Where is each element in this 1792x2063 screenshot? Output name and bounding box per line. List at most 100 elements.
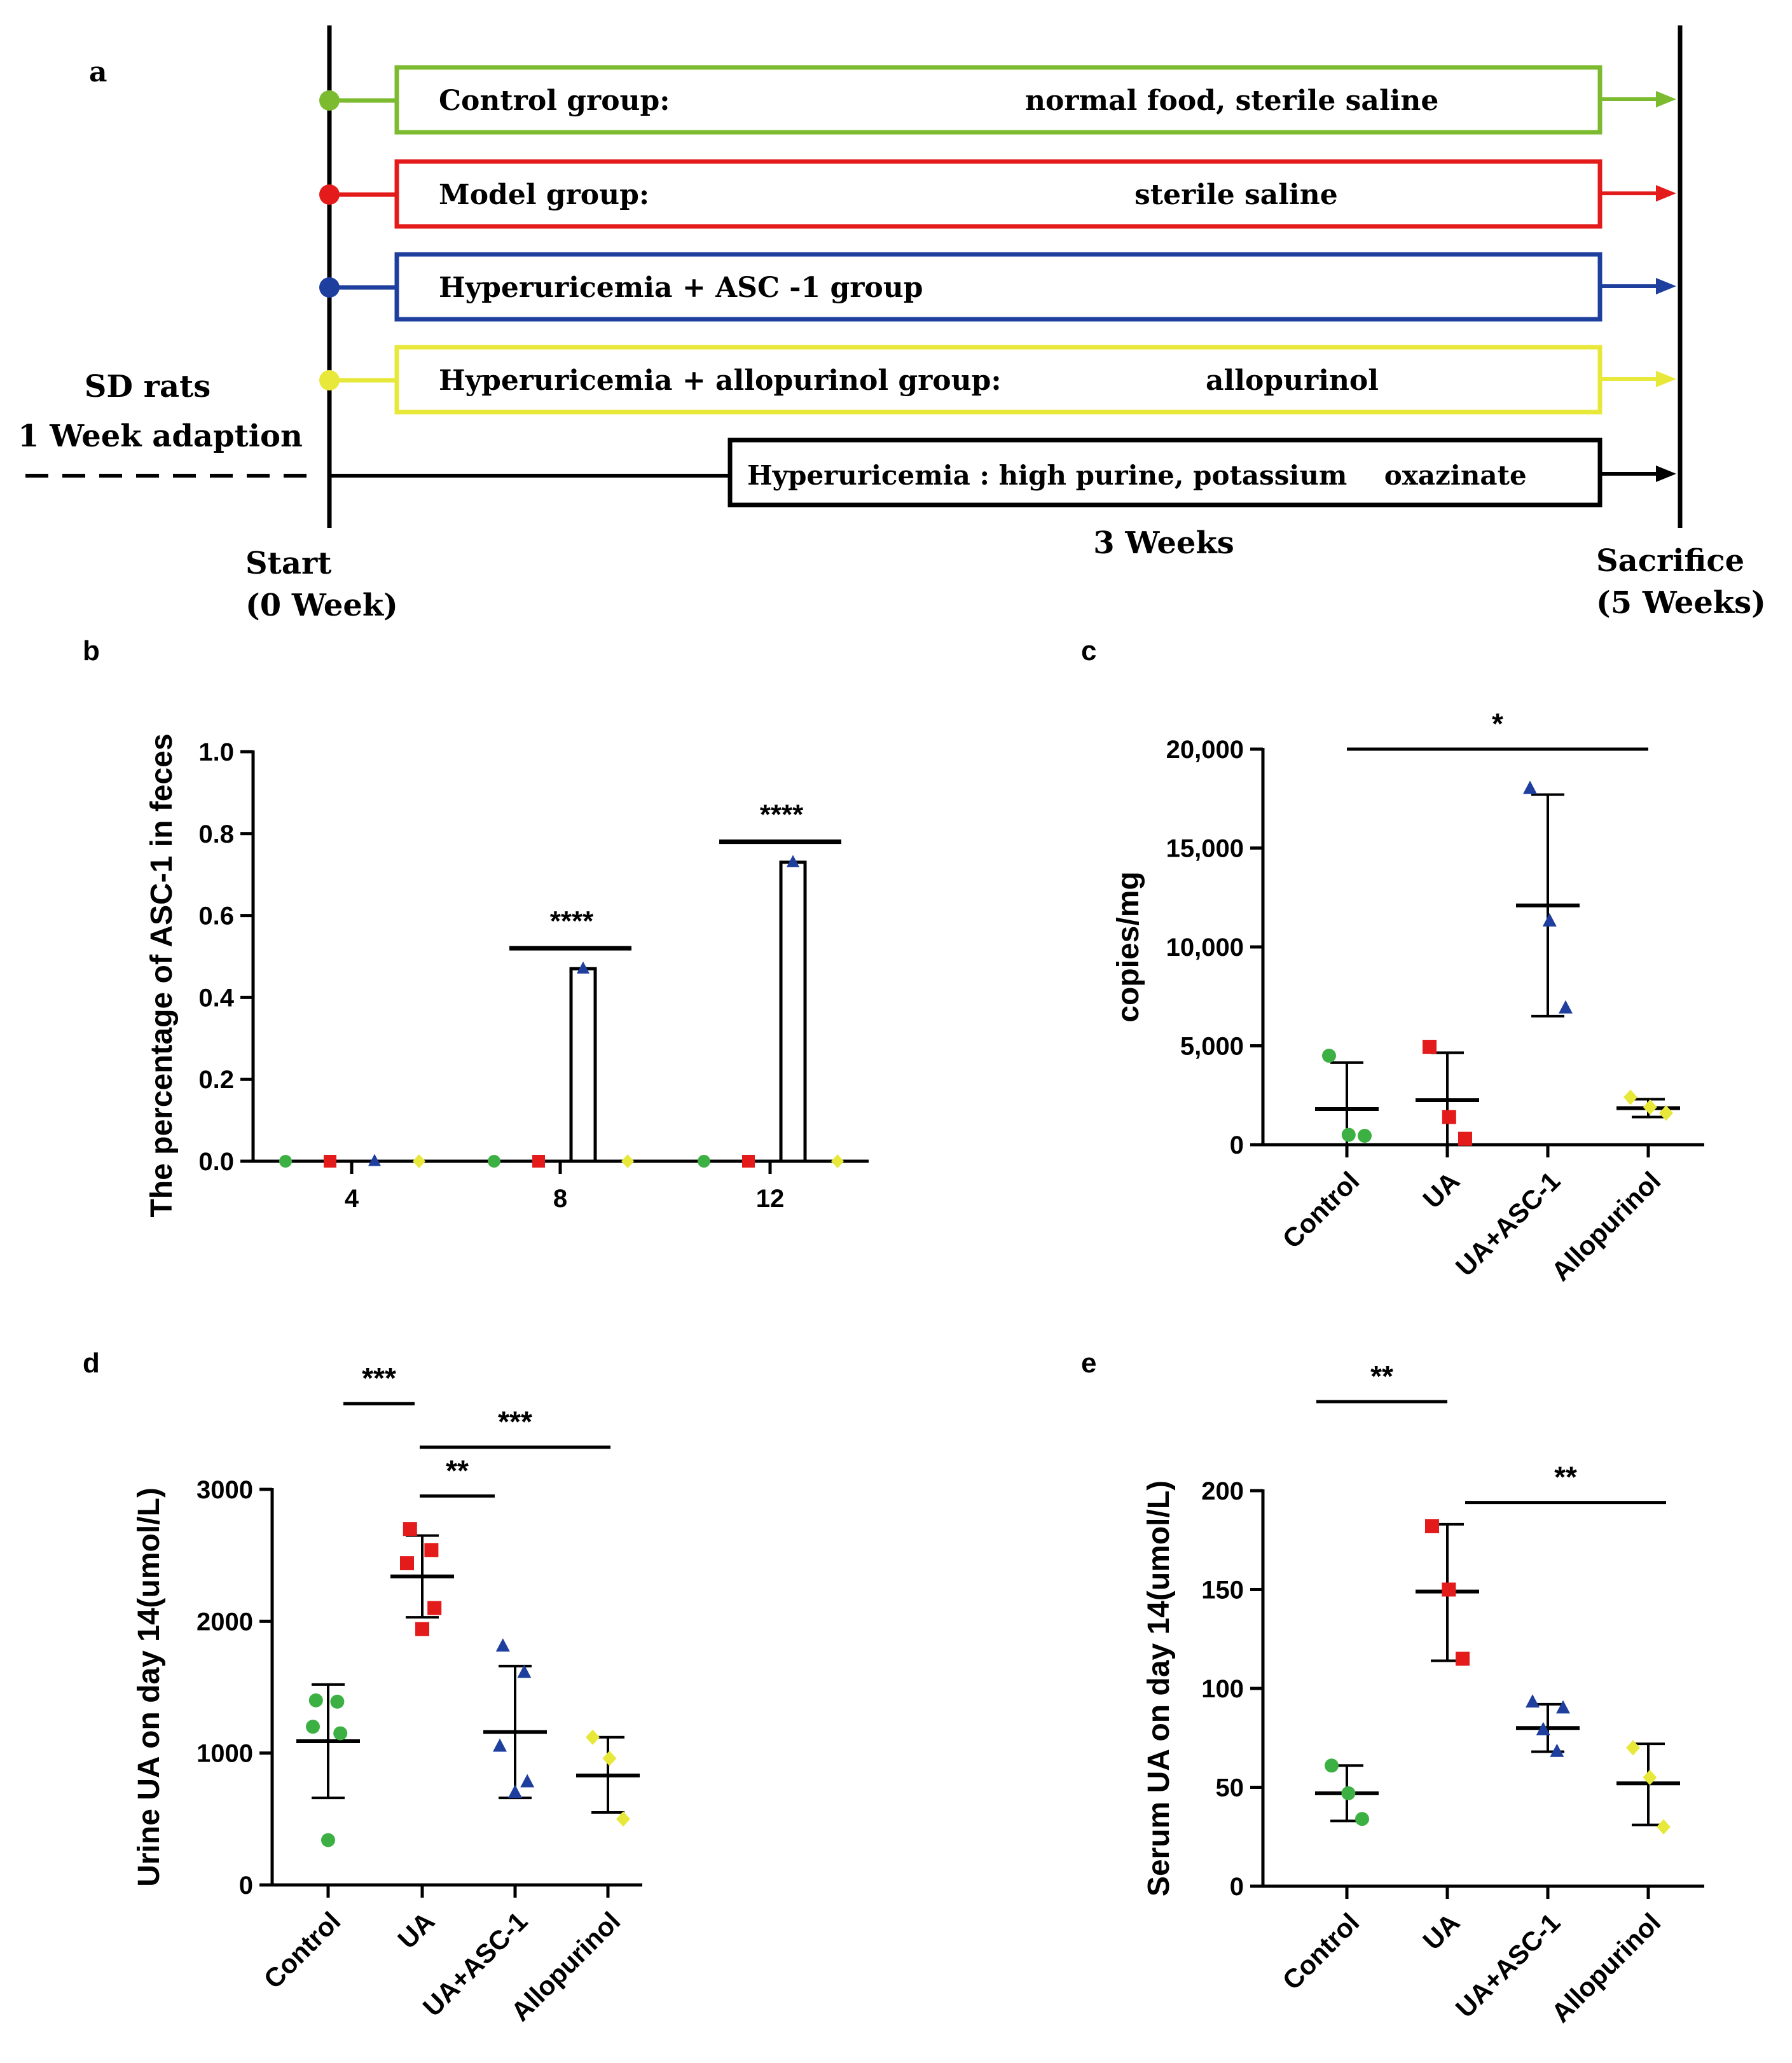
end-label-line2: (5 Weeks) xyxy=(1596,585,1766,621)
group-rows: Control group: normal food, sterile salin… xyxy=(319,65,1676,415)
y-tick-label: 0 xyxy=(1230,1131,1244,1159)
adaptation-line1: SD rats xyxy=(85,369,211,404)
data-point xyxy=(1458,1131,1472,1146)
y-tick-label: 3000 xyxy=(196,1476,253,1504)
adaptation-line2: 1 Week adaption xyxy=(18,418,303,454)
x-tick-label: Control xyxy=(1277,1166,1365,1254)
significance-label: ** xyxy=(1554,1461,1577,1494)
group-0-detail: normal food, sterile saline xyxy=(1025,85,1438,117)
data-point xyxy=(1542,913,1557,927)
group-2-arrow-head xyxy=(1656,278,1676,294)
significance-label: **** xyxy=(550,906,594,937)
group-2-name: Hyperuricemia + ASC -1 group xyxy=(439,272,923,304)
data-point xyxy=(616,1811,630,1827)
data-point xyxy=(321,1833,335,1847)
panel-a-study-design: a Control group: normal food, sterile sal… xyxy=(18,25,1766,623)
significance-label: *** xyxy=(498,1405,532,1439)
group-1-name: Model group: xyxy=(439,179,649,211)
y-axis-label: copies/mg xyxy=(1112,871,1145,1022)
data-point xyxy=(787,855,799,867)
y-tick-label: 5,000 xyxy=(1180,1033,1244,1061)
y-tick-label: 15,000 xyxy=(1166,835,1244,863)
data-point xyxy=(427,1601,442,1615)
hyperuricemia-box-text: Hyperuricemia : high purine, potassium o… xyxy=(747,460,1527,491)
data-point xyxy=(1442,1110,1456,1124)
data-point xyxy=(1657,1819,1671,1835)
data-point xyxy=(413,1154,425,1168)
data-point xyxy=(602,1750,617,1767)
y-tick-label: 0 xyxy=(239,1872,253,1900)
data-point xyxy=(532,1155,545,1168)
data-point xyxy=(495,1638,510,1652)
group-1-detail: sterile saline xyxy=(1134,179,1338,211)
significance-label: * xyxy=(1492,707,1503,740)
data-point xyxy=(1556,1700,1570,1714)
panel-e-label: e xyxy=(1081,1348,1096,1379)
duration-label: 3 Weeks xyxy=(1093,525,1234,561)
panel-d-label: d xyxy=(83,1348,100,1379)
data-point xyxy=(1536,1721,1550,1735)
data-point xyxy=(488,1155,500,1168)
data-point xyxy=(415,1622,429,1636)
data-point xyxy=(1643,1099,1657,1115)
y-tick-label: 1.0 xyxy=(198,738,234,766)
significance-label: *** xyxy=(362,1362,396,1395)
hyperuricemia-arrow-head xyxy=(1656,466,1676,482)
data-point xyxy=(1325,1758,1339,1773)
data-point xyxy=(517,1664,532,1678)
data-point xyxy=(368,1154,381,1166)
data-point xyxy=(1643,1769,1657,1786)
x-tick-label: Control xyxy=(258,1906,347,1994)
panel-c-label: c xyxy=(1081,635,1096,666)
data-point xyxy=(400,1556,414,1571)
data-point xyxy=(1559,1000,1573,1014)
data-point xyxy=(424,1543,439,1557)
y-tick-label: 0.6 xyxy=(198,902,234,930)
panel-a-label: a xyxy=(89,56,107,88)
x-tick-label: UA xyxy=(1417,1166,1465,1214)
y-tick-label: 2000 xyxy=(196,1608,253,1636)
y-tick-label: 0.4 xyxy=(198,984,234,1012)
data-point xyxy=(520,1774,535,1788)
x-tick-label: Allopurinol xyxy=(1545,1166,1666,1287)
data-point xyxy=(1341,1786,1356,1800)
start-label-line2: (0 Week) xyxy=(245,588,398,623)
significance-label: ** xyxy=(1370,1360,1393,1393)
y-tick-label: 20,000 xyxy=(1166,736,1244,764)
end-label-line1: Sacrifice xyxy=(1596,543,1744,579)
y-tick-label: 1000 xyxy=(196,1740,253,1768)
x-tick-label: Allopurinol xyxy=(1545,1907,1666,2028)
data-point xyxy=(1623,1089,1637,1105)
group-1-arrow-head xyxy=(1656,185,1676,202)
data-point xyxy=(577,961,589,974)
group-0-arrow-head xyxy=(1656,91,1676,107)
data-point xyxy=(508,1784,522,1798)
x-tick-label: 8 xyxy=(553,1185,567,1213)
data-point xyxy=(493,1738,507,1752)
significance-label: ** xyxy=(446,1454,469,1487)
data-point xyxy=(1456,1652,1470,1666)
data-point xyxy=(742,1155,755,1168)
y-tick-label: 0 xyxy=(1230,1873,1244,1901)
x-tick-label: 4 xyxy=(345,1185,359,1213)
data-point xyxy=(1442,1582,1456,1597)
data-point xyxy=(1550,1743,1564,1757)
x-tick-label: UA xyxy=(392,1906,440,1954)
y-tick-label: 0.0 xyxy=(198,1148,234,1176)
bar xyxy=(779,860,807,1163)
data-point xyxy=(1423,1040,1437,1054)
data-point xyxy=(308,1693,323,1708)
data-point xyxy=(1626,1740,1640,1756)
y-axis-label: The percentage of ASC-1 in feces xyxy=(145,733,179,1217)
data-point xyxy=(403,1522,417,1536)
bar xyxy=(569,967,597,1163)
y-tick-label: 10,000 xyxy=(1166,934,1244,962)
group-0-name: Control group: xyxy=(439,85,670,117)
panel-b-chart: 0.0 0.2 0.4 0.6 0.8 1.0 4 8 12 **** **** The percen… xyxy=(145,733,869,1218)
data-point xyxy=(698,1155,710,1168)
data-point xyxy=(330,1694,345,1709)
